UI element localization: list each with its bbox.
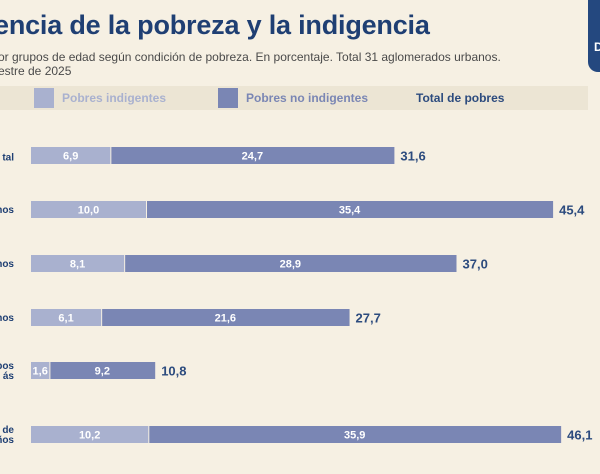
legend-swatch-indigentes: [34, 88, 54, 108]
segment-label-no-indigentes: 21,6: [215, 313, 236, 325]
bar-segment-indigentes: [31, 309, 102, 326]
legend-swatch-no-indigentes: [218, 88, 238, 108]
category-label: n de: [0, 425, 14, 436]
category-label: pos: [0, 361, 14, 372]
segment-label-no-indigentes: 28,9: [280, 259, 301, 271]
segment-label-no-indigentes: 24,7: [242, 151, 263, 163]
segment-label-no-indigentes: 35,4: [339, 205, 361, 217]
legend-label-no-indigentes: Pobres no indigentes: [246, 91, 369, 105]
bar-segment-no-indigentes: [50, 362, 156, 379]
segment-label-indigentes: 6,9: [63, 151, 78, 163]
chart-subtitle: or grupos de edad según condición de pob…: [0, 50, 501, 78]
legend-label-indigentes: Pobres indigentes: [62, 91, 167, 105]
bar-segment-indigentes: [31, 426, 149, 443]
subtitle-line-1: or grupos de edad según condición de pob…: [0, 50, 501, 64]
total-label: 46,1: [567, 428, 592, 443]
segment-label-no-indigentes: 35,9: [344, 430, 365, 442]
legend-label-total: Total de pobres: [416, 91, 505, 105]
bar-segment-no-indigentes: [102, 309, 350, 326]
legend-band: [0, 86, 588, 110]
bar-segment-no-indigentes: [111, 147, 395, 164]
bar-segment-indigentes: [31, 255, 125, 272]
category-label: años: [0, 435, 14, 446]
segment-label-indigentes: 10,0: [78, 205, 99, 217]
category-label: nos: [0, 313, 14, 324]
bar-segment-no-indigentes: [147, 201, 554, 218]
subtitle-line-2: estre de 2025: [0, 64, 72, 78]
category-label: nos: [0, 259, 14, 270]
total-label: 37,0: [463, 257, 488, 272]
total-label: 31,6: [400, 149, 425, 164]
bar-segment-indigentes: [31, 147, 111, 164]
category-label: tal: [2, 153, 14, 164]
bar-segment-no-indigentes: [149, 426, 562, 443]
total-label: 45,4: [559, 203, 585, 218]
brand-tab-glyph-icon: D: [594, 40, 600, 54]
total-label: 27,7: [356, 311, 381, 326]
bar-segment-no-indigentes: [125, 255, 457, 272]
bar-segment-indigentes: [31, 201, 146, 218]
segment-label-indigentes: 10,2: [79, 430, 100, 442]
category-label: ás: [3, 371, 15, 382]
category-label: nos: [0, 205, 14, 216]
total-label: 10,8: [161, 364, 186, 379]
segment-label-indigentes: 1,6: [33, 366, 48, 378]
segment-label-indigentes: 6,1: [58, 313, 73, 325]
bar-segment-indigentes: [31, 362, 50, 379]
segment-label-no-indigentes: 9,2: [95, 366, 110, 378]
chart-title: encia de la pobreza y la indigencia: [0, 10, 430, 40]
brand-tab: [588, 0, 600, 72]
segment-label-indigentes: 8,1: [70, 259, 85, 271]
